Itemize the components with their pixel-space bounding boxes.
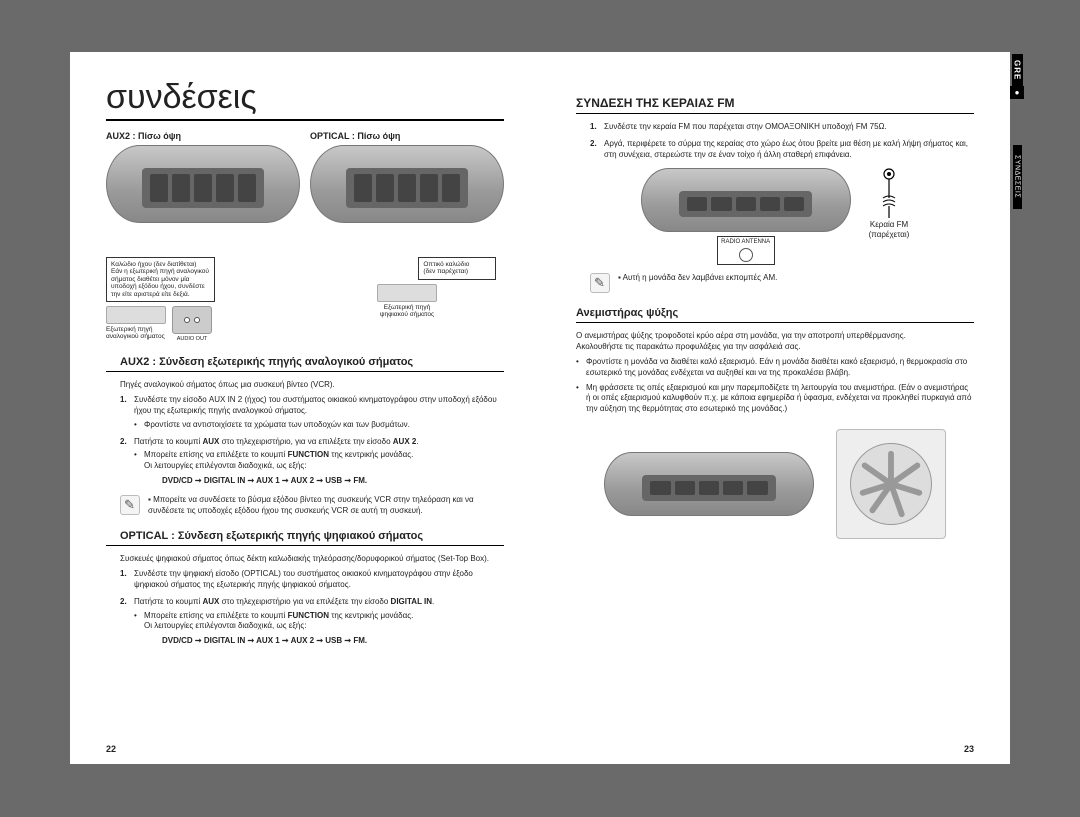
aux-peripheral-label: Εξωτερική πηγήαναλογικού σήματος xyxy=(106,326,166,340)
audio-out-label: AUDIO OUT xyxy=(172,336,212,342)
side-tab-bullet: ● xyxy=(1010,86,1024,99)
coax-socket-icon xyxy=(739,248,753,262)
side-tab-lang: GRE xyxy=(1012,54,1023,86)
note-icon xyxy=(120,495,140,515)
optical-sequence: DVD/CD ➞ DIGITAL IN ➞ AUX 1 ➞ AUX 2 ➞ US… xyxy=(134,636,504,647)
fm-steps: 1.Συνδέστε την κεραία FM που παρέχεται σ… xyxy=(576,122,974,160)
page-spread: συνδέσεις AUX2 : Πίσω όψη Καλώδιο ήχου (… xyxy=(70,52,1010,764)
device-back-illustration-2 xyxy=(310,145,504,223)
optical-callout: Οπτικό καλώδιο(δεν παρέχεται) xyxy=(418,257,496,280)
device-back-illustration-4 xyxy=(604,452,814,516)
note-icon xyxy=(590,273,610,293)
side-tab: GRE ● ΣΥΝΔΕΣΕΙΣ xyxy=(1010,54,1024,244)
vcr-illustration xyxy=(106,306,166,324)
fm-step-1: 1.Συνδέστε την κεραία FM που παρέχεται σ… xyxy=(590,122,974,133)
optical-step-1: 1. Συνδέστε την ψηφιακή είσοδο (OPTICAL)… xyxy=(120,569,504,591)
fm-antenna-icon: Κεραία FM(παρέχεται) xyxy=(869,168,910,239)
diagram-aux: AUX2 : Πίσω όψη Καλώδιο ήχου (δεν διατίθ… xyxy=(106,131,300,342)
page-number-right: 23 xyxy=(964,744,974,754)
page-23: GRE ● ΣΥΝΔΕΣΕΙΣ ΣΥΝΔΕΣΗ ΤΗΣ ΚΕΡΑΙΑΣ FM 1… xyxy=(540,52,1010,764)
aux-step-1: 1. Συνδέστε την είσοδο AUX IN 2 (ήχος) τ… xyxy=(120,395,504,430)
device-back-illustration xyxy=(106,145,300,223)
fm-diagram-row: RADIO ANTENNA Κεραία FM(παρέχεται) xyxy=(576,168,974,265)
aux-heading: AUX2 : Σύνδεση εξωτερικής πηγής αναλογικ… xyxy=(106,356,504,372)
diagram-optical: OPTICAL : Πίσω όψη Οπτικό καλώδιο(δεν πα… xyxy=(310,131,504,342)
fm-note: ▪ Αυτή η μονάδα δεν λαμβάνει εκπομπές AM… xyxy=(576,273,974,293)
fm-device-col: RADIO ANTENNA xyxy=(641,168,851,265)
aux-note: ▪ Μπορείτε να συνδέσετε το βύσμα εξόδου … xyxy=(106,495,504,517)
optical-peripheral-label: Εξωτερική πηγήψηφιακού σήματος xyxy=(377,304,437,318)
main-title: συνδέσεις xyxy=(106,78,504,121)
fm-heading: ΣΥΝΔΕΣΗ ΤΗΣ ΚΕΡΑΙΑΣ FM xyxy=(576,96,974,114)
page-number-left: 22 xyxy=(106,744,116,754)
aux-sequence: DVD/CD ➞ DIGITAL IN ➞ AUX 1 ➞ AUX 2 ➞ US… xyxy=(134,476,504,487)
audio-out-illustration xyxy=(172,306,212,334)
radio-antenna-box: RADIO ANTENNA xyxy=(717,236,775,265)
aux-steps: 1. Συνδέστε την είσοδο AUX IN 2 (ήχος) τ… xyxy=(106,395,504,487)
fan-bullets: Φροντίστε η μονάδα να διαθέτει καλό εξαε… xyxy=(576,357,974,415)
antenna-icon xyxy=(878,168,900,218)
fan-intro: Ο ανεμιστήρας ψύξης τροφοδοτεί κρύο αέρα… xyxy=(576,331,974,353)
optical-step-2: 2. Πατήστε το κουμπί AUX στο τηλεχειριστ… xyxy=(120,597,504,647)
aux-callout: Καλώδιο ήχου (δεν διατίθεται)Εάν η εξωτε… xyxy=(106,257,215,302)
device-back-illustration-3 xyxy=(641,168,851,232)
optical-intro: Συσκευές ψηφιακού σήματος όπως δέκτη καλ… xyxy=(106,554,504,565)
diagram-optical-label: OPTICAL : Πίσω όψη xyxy=(310,131,504,141)
fm-antenna-label: Κεραία FM(παρέχεται) xyxy=(869,220,910,239)
diagram-aux-label: AUX2 : Πίσω όψη xyxy=(106,131,300,141)
aux-intro: Πηγές αναλογικού σήματος όπως μια συσκευ… xyxy=(106,380,504,391)
fan-blades-icon xyxy=(851,444,931,524)
side-tab-section: ΣΥΝΔΕΣΕΙΣ xyxy=(1013,145,1022,208)
fm-step-2: 2.Αργά, περιφέρετε το σύρμα της κεραίας … xyxy=(590,139,974,161)
page-22: συνδέσεις AUX2 : Πίσω όψη Καλώδιο ήχου (… xyxy=(70,52,540,764)
aux-step-2: 2. Πατήστε το κουμπί AUX στο τηλεχειριστ… xyxy=(120,437,504,487)
stb-illustration xyxy=(377,284,437,302)
fan-heading: Ανεμιστήρας ψύξης xyxy=(576,307,974,323)
optical-heading: OPTICAL : Σύνδεση εξωτερικής πηγής ψηφια… xyxy=(106,530,504,546)
fan-diagram-row xyxy=(576,429,974,539)
fan-illustration xyxy=(836,429,946,539)
diagrams-row: AUX2 : Πίσω όψη Καλώδιο ήχου (δεν διατίθ… xyxy=(106,131,504,342)
optical-steps: 1. Συνδέστε την ψηφιακή είσοδο (OPTICAL)… xyxy=(106,569,504,647)
